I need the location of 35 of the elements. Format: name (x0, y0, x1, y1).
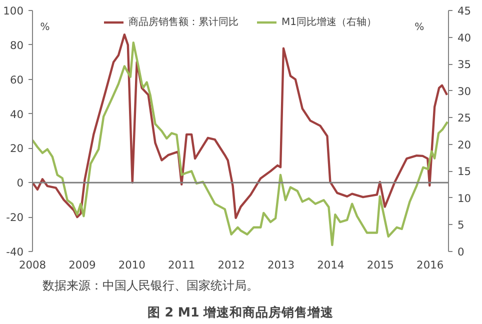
y-tick-label: -40 (6, 246, 24, 258)
y-tick-label: -20 (6, 211, 24, 224)
y2-tick-label: 35 (458, 58, 472, 72)
y2-tick-label: 15 (458, 165, 472, 178)
y2-tick-label: 30 (458, 84, 472, 98)
y2-tick-label: 10 (458, 192, 472, 205)
annotation: % (414, 22, 424, 33)
y-tick-label: 80 (10, 38, 24, 52)
x-tick-label: 2010 (118, 258, 146, 272)
source-note: 数据来源：中国人民银行、国家统计局。 (42, 278, 258, 292)
legend-label: 商品房销售额：累计同比 (128, 16, 238, 29)
y-tick-label: 20 (10, 142, 24, 156)
y2-tick-label: 0 (458, 246, 464, 258)
y2-tick-label: 45 (458, 4, 472, 18)
y-tick-label: 60 (10, 73, 24, 86)
legend-label: M1同比增速（右轴） (282, 16, 376, 29)
x-tick-label: 2014 (317, 258, 344, 272)
x-tick-label: 2015 (366, 258, 394, 272)
x-tick-label: 2009 (68, 258, 96, 272)
x-tick-label: 2012 (218, 258, 245, 272)
x-tick-label: 2013 (267, 258, 295, 272)
line-series (32, 34, 448, 220)
y2-tick-label: 40 (458, 31, 472, 44)
y-tick-label: 100 (3, 4, 24, 18)
x-tick-label: 2011 (168, 258, 196, 272)
y-tick-label: 0 (16, 176, 24, 190)
y2-tick-label: 5 (458, 218, 464, 232)
y2-tick-label: 25 (458, 112, 472, 125)
line-series (32, 42, 448, 246)
y-tick-label: 40 (10, 108, 24, 121)
y2-tick-label: 20 (458, 138, 472, 152)
annotation: % (40, 22, 50, 33)
x-tick-label: 2016 (416, 258, 444, 272)
x-tick-label: 2008 (18, 258, 46, 272)
text: 图 2 M1 增速和商品房销售增速 (147, 304, 335, 320)
